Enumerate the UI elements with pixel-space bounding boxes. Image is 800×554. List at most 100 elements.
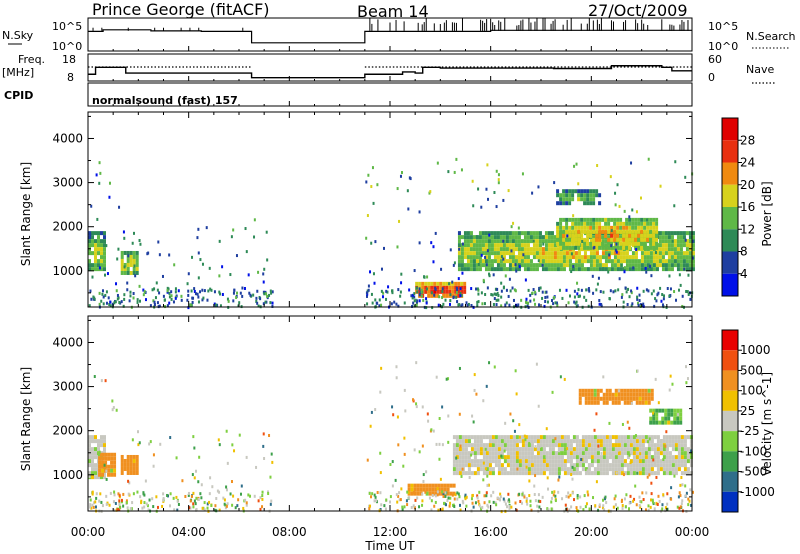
echo-cell [91,471,94,476]
echo-cell [588,507,591,511]
echo-cell [512,467,516,472]
echo-cell [380,303,383,307]
echo-cell [526,304,529,308]
echo-cell [643,217,647,222]
echo-cell [428,191,431,195]
echo-cell [94,263,97,268]
echo-cell [626,455,630,460]
echo-cell [554,301,557,305]
echo-cell [671,459,675,464]
echo-cell [88,455,91,460]
echo-cell [677,455,681,460]
echo-cell [587,439,591,444]
echo-cell [580,259,584,264]
echo-cell [568,263,572,268]
echo-cell [502,247,506,252]
echo-cell [575,443,579,448]
echo-cell [569,447,573,452]
echo-cell [641,451,645,456]
echo-cell [527,451,531,456]
echo-cell [649,221,653,226]
echo-cell [94,239,97,244]
echo-cell [123,262,127,267]
echo-cell [644,392,648,397]
echo-cell [644,463,648,468]
echo-cell [91,439,94,444]
echo-cell [553,267,557,272]
echo-cell [109,304,112,308]
echo-cell [626,396,630,401]
echo-cell [650,467,654,472]
echo-cell [425,483,429,488]
echo-cell [223,498,226,502]
echo-cell [688,259,692,264]
echo-cell [608,253,611,257]
echo-cell [576,281,579,285]
echo-cell [516,304,519,308]
echo-cell [628,229,632,234]
echo-cell [583,237,587,242]
echo-cell [539,471,543,476]
colorbar-tick-label: 100 [740,384,763,398]
echo-cell [679,408,683,413]
echo-cell [559,225,563,230]
echo-cell [374,298,377,302]
echo-cell [617,288,620,292]
echo-cell [514,267,518,272]
echo-cell [535,247,539,252]
echo-cell [530,443,534,448]
echo-cell [542,242,545,246]
echo-cell [608,392,612,397]
echo-cell [436,289,440,294]
echo-cell [111,408,114,412]
echo-cell [652,233,656,238]
echo-cell [520,263,524,268]
echo-cell [532,288,535,292]
echo-cell [487,505,490,509]
echo-cell [500,447,504,452]
echo-cell [451,281,455,286]
echo-cell [541,251,545,256]
echo-cell [523,495,526,499]
echo-cell [512,455,516,460]
echo-cell [494,435,498,440]
echo-cell [671,435,675,440]
echo-cell [521,455,525,460]
echo-cell [132,454,136,459]
echo-cell [691,267,695,272]
echo-cell [565,229,569,234]
echo-cell [676,416,680,421]
echo-cell [529,499,532,503]
echo-cell [427,281,431,286]
echo-cell [590,439,594,444]
echo-cell [499,243,503,248]
echo-cell [515,447,519,452]
echo-cell [605,443,609,448]
echo-cell [421,444,424,448]
echo-cell [641,388,645,393]
echo-cell [497,298,500,302]
echo-cell [685,239,689,244]
echo-cell [609,175,612,179]
echo-cell [635,467,639,472]
echo-cell [476,435,480,440]
echo-cell [508,506,511,510]
echo-cell [577,267,581,272]
echo-cell [564,503,567,507]
echo-cell [631,218,634,222]
echo-cell [107,296,110,300]
echo-cell [659,443,663,448]
echo-cell [673,231,677,236]
echo-cell [500,463,504,468]
echo-cell [563,459,567,464]
echo-cell [640,500,643,504]
echo-cell [552,493,555,497]
echo-cell [538,239,542,244]
echo-cell [654,377,657,381]
echo-cell [137,443,140,447]
echo-cell [413,295,416,299]
echo-cell [562,225,566,230]
echo-cell [673,247,677,252]
echo-cell [447,170,450,174]
echo-cell [445,285,449,290]
